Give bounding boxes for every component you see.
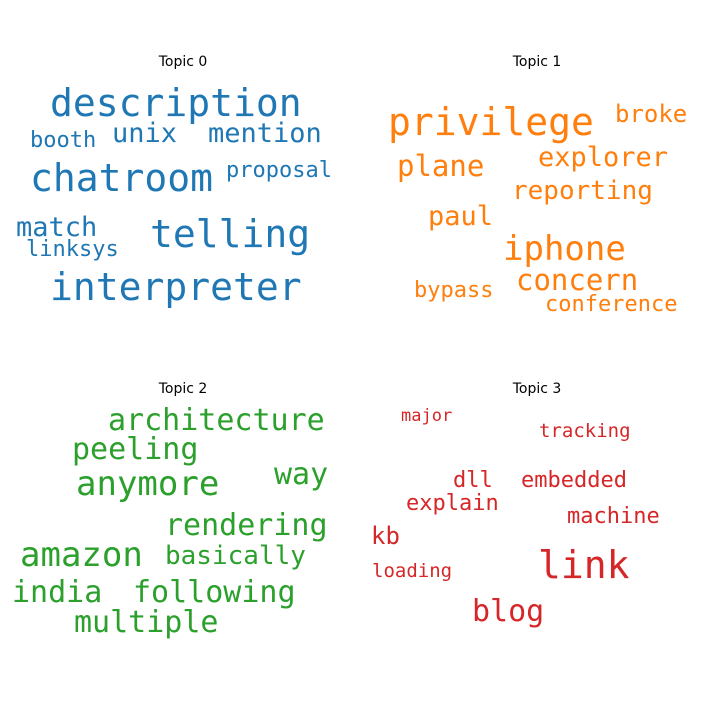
word-rendering: rendering (165, 508, 328, 543)
panel-title-topic-3: Topic 3 (512, 381, 562, 397)
panel-topic-1: Topic 1 privilege iphone plane concern explo… (388, 54, 687, 317)
word-group-topic-1: privilege iphone plane concern explorer paulr… (388, 100, 687, 317)
word-blog: blog (472, 594, 544, 629)
word-group-topic-3: link blog kb dll embedded machine explain track… (371, 406, 660, 629)
word-amazon: amazon (20, 535, 143, 575)
word-following: following (133, 575, 296, 610)
word-explain: explain (406, 491, 499, 516)
panel-topic-0: Topic 0 description interpreter chatroom te… (16, 54, 332, 309)
word-concern: concern (516, 263, 638, 297)
word-description: description (50, 81, 302, 125)
word-multiple: multiple (74, 605, 219, 640)
word-unix: unix (112, 118, 177, 149)
word-kb: kb (371, 522, 400, 550)
word-bypass: bypass (414, 278, 493, 303)
word-link: link (538, 543, 630, 587)
panel-title-topic-1: Topic 1 (512, 54, 562, 70)
word-way: way (274, 457, 328, 492)
panel-topic-3: Topic 3 link blog kb dll embedded machine expl… (371, 381, 660, 629)
word-linksys: linksys (26, 237, 119, 262)
word-conference: conference (545, 292, 677, 317)
word-plane: plane (397, 149, 484, 183)
panel-title-topic-0: Topic 0 (158, 54, 208, 70)
word-india: india (12, 575, 102, 610)
word-explorer: explorer (538, 142, 668, 173)
word-architecture: architecture (108, 403, 325, 438)
word-basically: basically (165, 541, 306, 571)
word-proposal: proposal (226, 158, 332, 183)
word-privilege: privilege (388, 100, 594, 144)
word-dll: dll (453, 468, 493, 493)
word-match: match (16, 212, 97, 243)
word-reporting: reporting (512, 176, 653, 206)
word-loading: loading (372, 560, 452, 582)
word-telling: telling (150, 212, 310, 256)
word-chatroom: chatroom (30, 156, 213, 200)
word-peeling: peeling (72, 432, 198, 467)
word-anymore: anymore (76, 464, 219, 504)
word-embedded: embedded (521, 468, 627, 493)
word-tracking: tracking (539, 420, 631, 442)
word-paul: paul (428, 201, 493, 232)
panel-topic-2: Topic 2 anymore amazon peelingarchitecture… (12, 381, 328, 640)
word-group-topic-0: description interpreter chatroom telling uni… (16, 81, 332, 309)
word-machine: machine (567, 504, 660, 529)
word-major: major (401, 406, 452, 426)
word-iphone: iphone (503, 229, 626, 269)
word-mention: mention (208, 118, 322, 149)
word-interpreter: interpreter (50, 265, 302, 309)
word-booth: booth (30, 128, 96, 153)
panel-title-topic-2: Topic 2 (158, 381, 208, 397)
word-broke: broke (615, 100, 687, 128)
